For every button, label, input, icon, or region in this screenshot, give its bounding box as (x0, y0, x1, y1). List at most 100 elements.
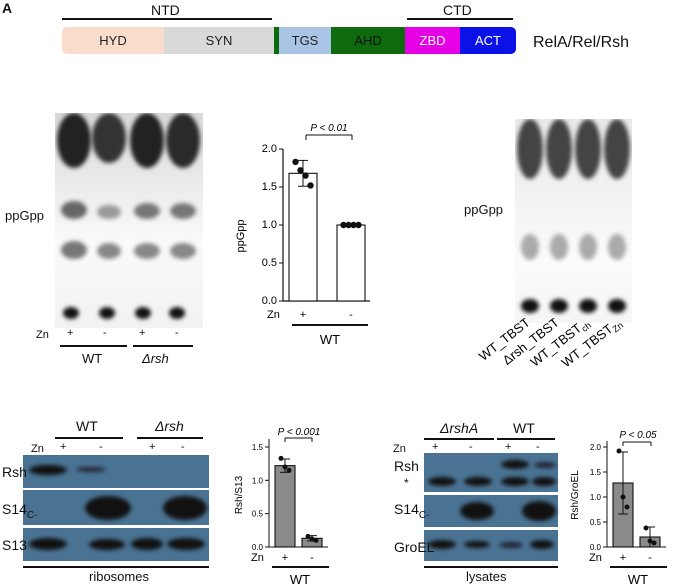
bar3-point-1-2 (651, 540, 657, 546)
blot2-rsh-band3 (501, 460, 529, 469)
bar-chart-3: Rsh/GroEL 0.00.51.01.52.0 P < 0.05 Zn + … (570, 430, 667, 587)
domain-hyd: HYD (62, 27, 164, 54)
tlc1-rsh-line (133, 345, 193, 347)
tlc1-lane3-sign: + (139, 327, 146, 339)
domain-syn: SYN (164, 27, 274, 54)
bar2-cat-plus: + (282, 552, 288, 564)
bar1-ytick-label-3: 1.5 (262, 181, 277, 193)
blot2-s14-sub: C- (418, 509, 430, 521)
tlc1-lane1-ppgpp (61, 201, 87, 219)
tlc1-wt-line (60, 345, 127, 347)
bar3-pvalue: P < 0.05 (619, 430, 657, 441)
blot2-zn-label: Zn (393, 443, 406, 455)
tlc1-lane1-mid (61, 241, 87, 259)
tlc1-wt-label: WT (82, 351, 103, 366)
blot1-lane3-sign: + (149, 441, 156, 453)
bar2-pvalue: P < 0.001 (278, 427, 321, 438)
blot1-s14-sub: C- (26, 509, 38, 521)
domain-syn-label: SYN (205, 33, 233, 48)
tlc1-lane4-origin (169, 307, 185, 319)
bar3-wt-label: WT (628, 572, 648, 587)
blot2-s14-text: S14 (394, 501, 419, 517)
blot2-caption-line (424, 566, 558, 568)
bar1-point-0-2 (302, 172, 309, 179)
blot2-lane1-sign: + (432, 441, 439, 453)
blot1-s13-row-label: S13 (2, 537, 27, 553)
bar2-point-1-2 (313, 537, 319, 543)
blot1-rsh-line (137, 437, 203, 439)
bar3-ytick-label-1: 0.5 (590, 518, 602, 527)
blot1-s13-band3 (131, 538, 163, 550)
bar3-cat-minus: - (648, 552, 652, 564)
bar1-ytick-label-0: 0.0 (262, 295, 277, 307)
blot1-s14-band2 (163, 496, 207, 520)
blot1-s14-band1 (85, 496, 131, 520)
tlc1-lane2-sign: - (103, 327, 107, 339)
tlc2-lane3-top (575, 119, 601, 179)
bar1-ylabel: ppGpp (235, 219, 247, 252)
blot1-rsh-band2 (76, 467, 106, 472)
bar3-ytick-label-4: 2.0 (590, 443, 602, 452)
tlc2-lane1-mid (521, 234, 539, 260)
domain-linker (274, 27, 279, 54)
blot1-zn-label: Zn (31, 443, 44, 455)
tlc1-lane2-mid (97, 243, 121, 259)
bar2-zn-label: Zn (251, 552, 264, 564)
tlc2-ppgpp-label: ppGpp (464, 202, 504, 217)
tlc1-lane4-ppgpp (170, 203, 196, 219)
domain-zbd: ZBD (405, 27, 460, 54)
blot2-star-band1 (428, 477, 456, 486)
blot2-groel-strip (424, 530, 558, 561)
bar1-point-1-0 (340, 221, 347, 229)
blot2-rsh-row-label: Rsh (394, 458, 419, 474)
bar3-ytick-label-2: 1.0 (590, 493, 602, 502)
bar1-point-0-1 (297, 167, 304, 174)
bar-chart-1: ppGpp 0.0 0.5 1.0 1.5 2.0 P < 0.01 Zn + - WT (235, 123, 370, 347)
domain-ahd: AHD (331, 27, 405, 54)
blot2-lane4-sign: - (536, 441, 540, 453)
blot2-star-band2 (464, 477, 492, 486)
blot2-rsh-band4 (534, 462, 556, 468)
bar3-cat-plus: + (620, 552, 626, 564)
tlc1-zn-label: Zn (36, 329, 49, 341)
tlc2-lane3-origin (579, 299, 597, 313)
bar1-ytick-label-1: 0.5 (262, 257, 277, 269)
blot1-s13-strip (23, 528, 209, 561)
blot2-lane2-sign: - (469, 441, 473, 453)
panel-label: A (2, 0, 13, 16)
bar3-point-1-1 (647, 538, 653, 544)
blot2-rsha-line (424, 438, 494, 440)
bar1-zn-label: Zn (267, 309, 280, 321)
bar1-ytick-label-4: 2.0 (262, 143, 277, 155)
blot2-star-band4 (532, 477, 556, 486)
tlc-image-1 (55, 113, 203, 328)
bar2-wt-label: WT (290, 572, 310, 587)
blot1-s14-text: S14 (2, 501, 27, 517)
ntd-bracket (62, 18, 272, 20)
bar1-pvalue: P < 0.01 (310, 123, 347, 134)
protein-name: RelA/Rel/Rsh (533, 34, 630, 51)
blot1-lane1-sign: + (60, 441, 67, 453)
tlc1-lane1-top (57, 113, 91, 168)
tlc2-lane4-mid (608, 234, 626, 260)
tlc1-lane4-sign: - (175, 327, 179, 339)
bar3-ylabel: Rsh/GroEL (570, 470, 581, 520)
tlc1-lane1-sign: + (67, 327, 74, 339)
ctd-bracket (407, 18, 513, 20)
domain-hyd-label: HYD (99, 33, 127, 48)
blot2-s14-band2 (522, 501, 556, 521)
tlc1-lane4-mid (170, 243, 196, 259)
bar2-point-0-1 (282, 464, 288, 470)
blot2-s14-row-label: S14C- (394, 501, 429, 521)
bar-chart-2: Rsh/S13 0.0 0.5 1.0 1.5 P < 0.001 Zn + - WT (234, 427, 329, 587)
domain-act-label: ACT (475, 33, 501, 48)
blot1-lane2-sign: - (99, 441, 103, 453)
bar1-point-1-2 (350, 221, 357, 229)
domain-ahd-label: AHD (354, 33, 382, 48)
bar2-cat-minus: - (310, 552, 314, 564)
tlc1-rsh-label: Δrsh (142, 351, 169, 366)
blot2-groel-row-label: GroEL (394, 539, 435, 555)
bar2-ylabel: Rsh/S13 (234, 475, 245, 514)
tlc2-lane2-mid (550, 234, 568, 260)
blot2-groel-band2 (464, 541, 490, 548)
